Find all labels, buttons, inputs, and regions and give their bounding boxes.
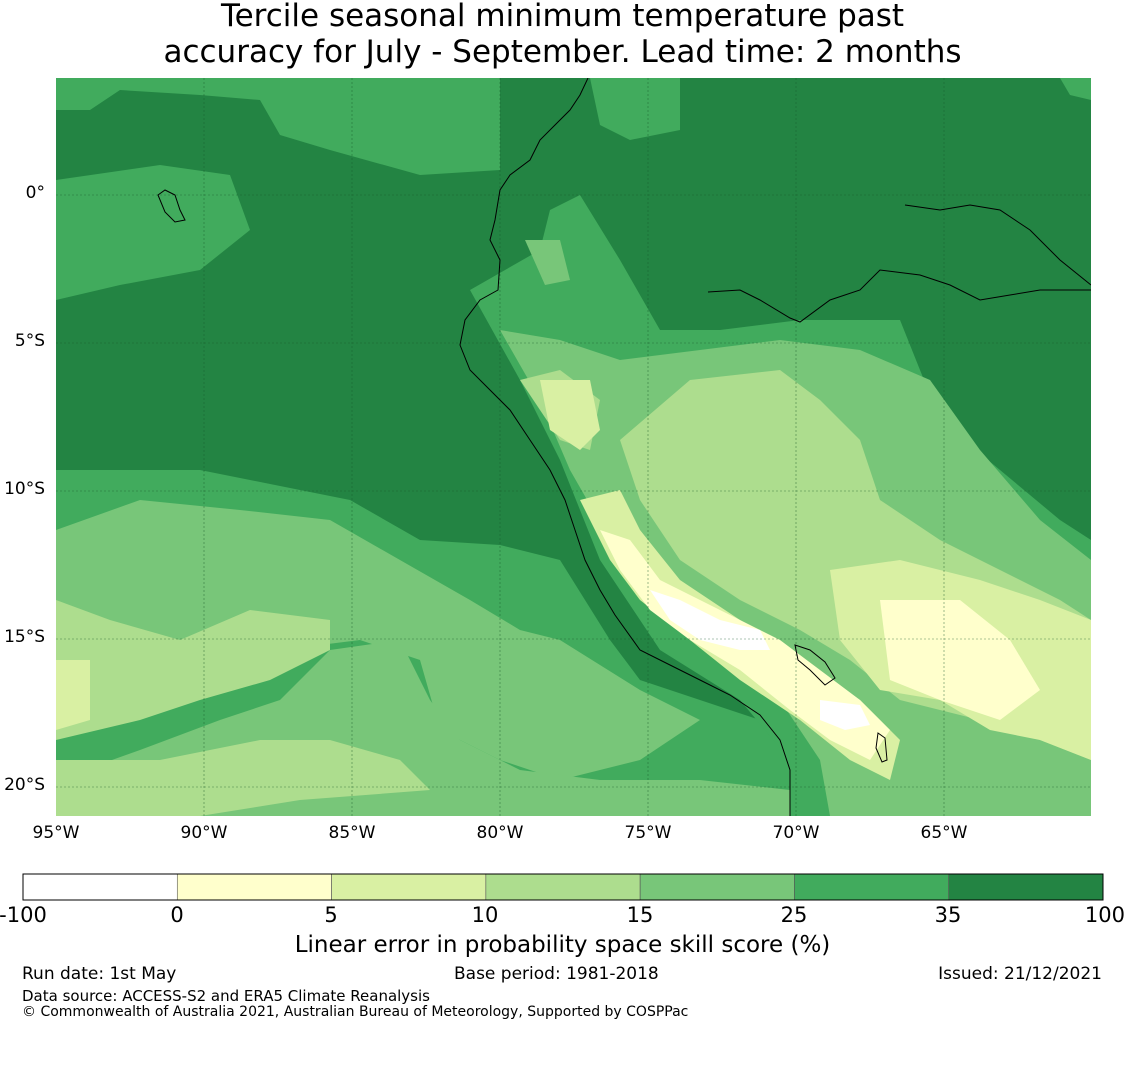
lake-poopo bbox=[875, 732, 888, 763]
base-period: Base period: 1981-2018 bbox=[454, 964, 659, 984]
issued-date: Issued: 21/12/2021 bbox=[938, 964, 1102, 984]
run-date: Run date: 1st May bbox=[22, 964, 177, 984]
colorbar-segment bbox=[948, 873, 1104, 901]
lat-label: 20°S bbox=[4, 775, 45, 795]
colorbar-segment bbox=[22, 873, 178, 901]
lon-label: 95°W bbox=[32, 823, 80, 843]
colorbar-tick: 15 bbox=[626, 903, 654, 927]
colorbar-tick: 10 bbox=[471, 903, 499, 927]
coastline bbox=[459, 78, 791, 816]
colorbar-segment bbox=[331, 873, 487, 901]
lon-label: 70°W bbox=[772, 823, 820, 843]
colorbar-tick: 35 bbox=[934, 903, 962, 927]
region-class-10-15 bbox=[56, 740, 430, 816]
lon-label: 65°W bbox=[920, 823, 968, 843]
lat-label: 5°S bbox=[14, 331, 45, 351]
region-class-5-10 bbox=[540, 380, 600, 450]
colorbar-segment bbox=[485, 873, 641, 901]
lat-label: 10°S bbox=[4, 479, 45, 499]
lat-label: 15°S bbox=[4, 627, 45, 647]
data-source: Data source: ACCESS-S2 and ERA5 Climate … bbox=[22, 987, 430, 1005]
map-title-line-1: Tercile seasonal minimum temperature pas… bbox=[220, 0, 905, 34]
colorbar-tick: 100 bbox=[1084, 903, 1125, 927]
region-class-neg100-0 bbox=[650, 590, 770, 650]
region-class-25-35 bbox=[56, 165, 250, 300]
colorbar-segment bbox=[176, 873, 332, 901]
region-class-25-35 bbox=[590, 78, 680, 140]
region-class-25-35 bbox=[56, 78, 500, 175]
colorbar-tick: 5 bbox=[324, 903, 338, 927]
lake-titicaca bbox=[794, 644, 836, 686]
lon-label: 90°W bbox=[180, 823, 228, 843]
copyright: © Commonwealth of Australia 2021, Austra… bbox=[22, 1004, 689, 1020]
region-class-0-5 bbox=[880, 600, 1040, 720]
region-class-25-35 bbox=[1060, 78, 1091, 100]
skill-score-map bbox=[56, 78, 1091, 816]
lon-label: 80°W bbox=[476, 823, 524, 843]
colorbar-segment bbox=[794, 873, 950, 901]
colorbar-tick: -100 bbox=[0, 903, 47, 927]
colorbar-frame bbox=[22, 873, 1104, 901]
colorbar-tick: 0 bbox=[170, 903, 184, 927]
colorbar-tick: 25 bbox=[780, 903, 808, 927]
region-class-10-15 bbox=[56, 600, 330, 740]
region-class-15-25 bbox=[56, 500, 700, 780]
colorbar-segment bbox=[639, 873, 795, 901]
map-title-line-2: accuracy for July - September. Lead time… bbox=[163, 34, 962, 70]
galapagos-islands bbox=[157, 189, 186, 223]
region-class-neg100-0 bbox=[820, 700, 870, 730]
region-class-5-10 bbox=[56, 660, 90, 730]
lon-label: 75°W bbox=[624, 823, 672, 843]
colorbar-label: Linear error in probability space skill … bbox=[294, 932, 831, 958]
map-gridlines bbox=[56, 78, 1091, 816]
region-class-15-25 bbox=[525, 240, 570, 285]
lon-label: 85°W bbox=[328, 823, 376, 843]
lat-label: 0° bbox=[25, 183, 45, 203]
amazon-river-north bbox=[904, 204, 1091, 286]
amazon-river bbox=[707, 269, 1091, 323]
